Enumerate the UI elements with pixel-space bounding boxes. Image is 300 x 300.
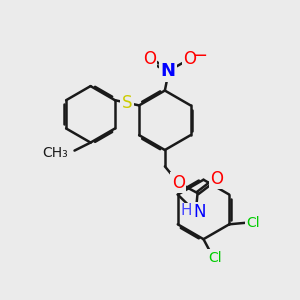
Text: H: H — [181, 203, 192, 218]
Text: N: N — [194, 203, 206, 221]
Text: S: S — [122, 94, 132, 112]
Text: Cl: Cl — [246, 216, 260, 230]
Text: Cl: Cl — [208, 250, 222, 265]
Text: O: O — [172, 174, 185, 192]
Text: O: O — [143, 50, 156, 68]
Text: −: − — [192, 47, 207, 65]
Text: CH₃: CH₃ — [42, 146, 68, 160]
Text: O: O — [210, 170, 224, 188]
Text: N: N — [160, 62, 175, 80]
Text: O: O — [184, 50, 196, 68]
